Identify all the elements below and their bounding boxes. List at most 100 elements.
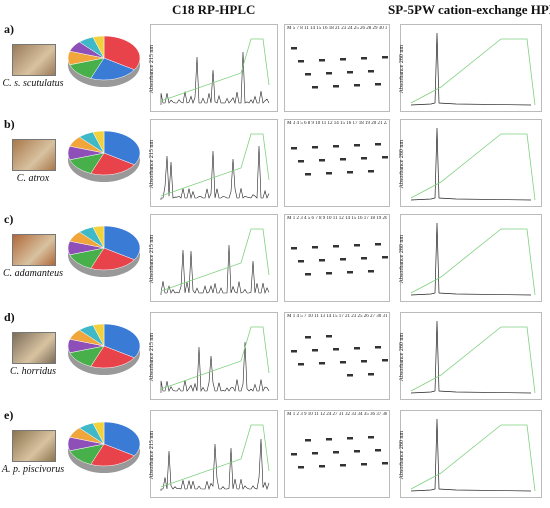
row-letter: a): [4, 22, 14, 36]
gel-lane-labels: M 3 4 5 6 8 9 10 11 12 14 15 16 17 18 19…: [287, 121, 387, 126]
sds-page-gel: M 1 4 5 7 10 11 13 14 15 17 21 23 25 26 …: [284, 312, 390, 400]
figure-row: b) C. atrox Absorbance 215 nm M 3 4 5 6 …: [0, 117, 550, 217]
gel-band: [347, 271, 353, 274]
species-name: A. p. piscivorus: [1, 464, 65, 475]
gel-band: [368, 436, 374, 439]
venom-composition-pie: [58, 222, 144, 282]
gel-band: [333, 451, 339, 454]
gel-band: [312, 146, 318, 149]
gel-band: [333, 145, 339, 148]
rp-hplc-chromatogram: Absorbance 215 nm: [149, 214, 278, 302]
gel-band: [354, 347, 360, 350]
gradient-line: [160, 133, 270, 197]
salt-gradient-line: [410, 38, 536, 106]
snake-photo: [12, 139, 56, 171]
sds-page-gel: M 5 7 8 11 14 15 16 18 21 23 24 25 26 28…: [284, 24, 390, 112]
gel-band: [375, 243, 381, 246]
pie-slice: [92, 421, 105, 445]
gradient-line: [160, 424, 270, 488]
figure-row: e) A. p. piscivorus Absorbance 215 nm M …: [0, 408, 550, 508]
gel-band: [312, 86, 318, 89]
gel-band: [340, 158, 346, 161]
species-name: C. atrox: [16, 173, 50, 184]
gel-band: [375, 143, 381, 146]
gel-band: [340, 258, 346, 261]
gel-band: [298, 260, 304, 263]
cation-exchange-chromatogram: Absorbance 280 nm: [399, 24, 542, 112]
pie-slice: [90, 57, 135, 81]
cation-exchange-chromatogram: Absorbance 280 nm: [399, 312, 542, 400]
gel-band: [319, 465, 325, 468]
gel-band: [305, 336, 311, 339]
gel-band: [298, 466, 304, 469]
gel-band: [354, 450, 360, 453]
snake-photo: [12, 332, 56, 364]
salt-gradient-line: [410, 133, 536, 201]
venom-composition-pie: [58, 320, 144, 380]
gel-band: [333, 85, 339, 88]
gel-band: [368, 70, 374, 73]
gel-lane-labels: M 5 7 8 11 14 15 16 18 21 23 24 25 26 28…: [287, 26, 387, 31]
gel-band: [382, 256, 388, 259]
gel-band: [333, 348, 339, 351]
chromatogram-trace: [160, 438, 270, 491]
gel-band: [354, 244, 360, 247]
pie-slice: [92, 225, 105, 249]
chromatogram-trace: [160, 341, 270, 393]
chromatogram-trace: [160, 244, 270, 295]
gel-band: [340, 464, 346, 467]
gel-lane-labels: M 1 4 5 7 10 11 13 14 15 17 21 23 25 26 …: [287, 314, 387, 319]
gel-band: [347, 171, 353, 174]
gel-band: [361, 257, 367, 260]
row-letter: e): [4, 408, 14, 422]
gel-band: [319, 259, 325, 262]
gel-band: [305, 439, 311, 442]
gel-band: [347, 71, 353, 74]
species-name: C. horridus: [9, 366, 57, 377]
cation-trace: [410, 418, 532, 492]
rp-hplc-header: C18 RP-HPLC: [172, 2, 256, 17]
cation-trace: [410, 127, 532, 201]
gel-band: [326, 438, 332, 441]
gel-band: [361, 57, 367, 60]
rp-hplc-chromatogram: Absorbance 215 nm: [149, 312, 278, 400]
gel-band: [361, 463, 367, 466]
snake-photo: [12, 430, 56, 462]
row-letter: c): [4, 212, 14, 226]
rp-hplc-chromatogram: Absorbance 215 nm: [149, 410, 278, 498]
gel-band: [340, 361, 346, 364]
gel-band: [361, 157, 367, 160]
figure-row: a) C. s. scutulatus Absorbance 215 nm M …: [0, 22, 550, 122]
row-letter: b): [4, 117, 15, 131]
gel-band: [375, 83, 381, 86]
salt-gradient-line: [410, 228, 536, 296]
gradient-line: [160, 38, 270, 102]
pie-slice: [92, 130, 105, 154]
species-name: C. s. scutulatus: [2, 78, 64, 89]
gel-band: [326, 72, 332, 75]
gel-band: [319, 159, 325, 162]
gel-band: [319, 59, 325, 62]
rp-hplc-chromatogram: Absorbance 215 nm: [149, 24, 278, 112]
venom-composition-pie: [58, 127, 144, 187]
gel-band: [312, 246, 318, 249]
cation-exchange-chromatogram: Absorbance 280 nm: [399, 214, 542, 302]
species-name: C. adamanteus: [3, 268, 63, 279]
gel-band: [291, 147, 297, 150]
snake-photo: [12, 234, 56, 266]
gel-band: [326, 172, 332, 175]
gel-band: [382, 156, 388, 159]
pie-slice: [90, 345, 135, 369]
gel-band: [291, 247, 297, 250]
cation-exchange-chromatogram: Absorbance 280 nm: [399, 119, 542, 207]
gel-band: [305, 273, 311, 276]
gel-lane-labels: M 1 2 3 4 5 6 7 8 9 10 11 12 14 15 16 17…: [287, 216, 387, 221]
rp-hplc-chromatogram: Absorbance 215 nm: [149, 119, 278, 207]
salt-gradient-line: [410, 424, 536, 492]
cation-trace: [410, 32, 532, 106]
gel-band: [319, 362, 325, 365]
snake-photo: [12, 44, 56, 76]
gel-band: [375, 449, 381, 452]
gel-band: [305, 73, 311, 76]
gradient-line: [160, 228, 270, 292]
